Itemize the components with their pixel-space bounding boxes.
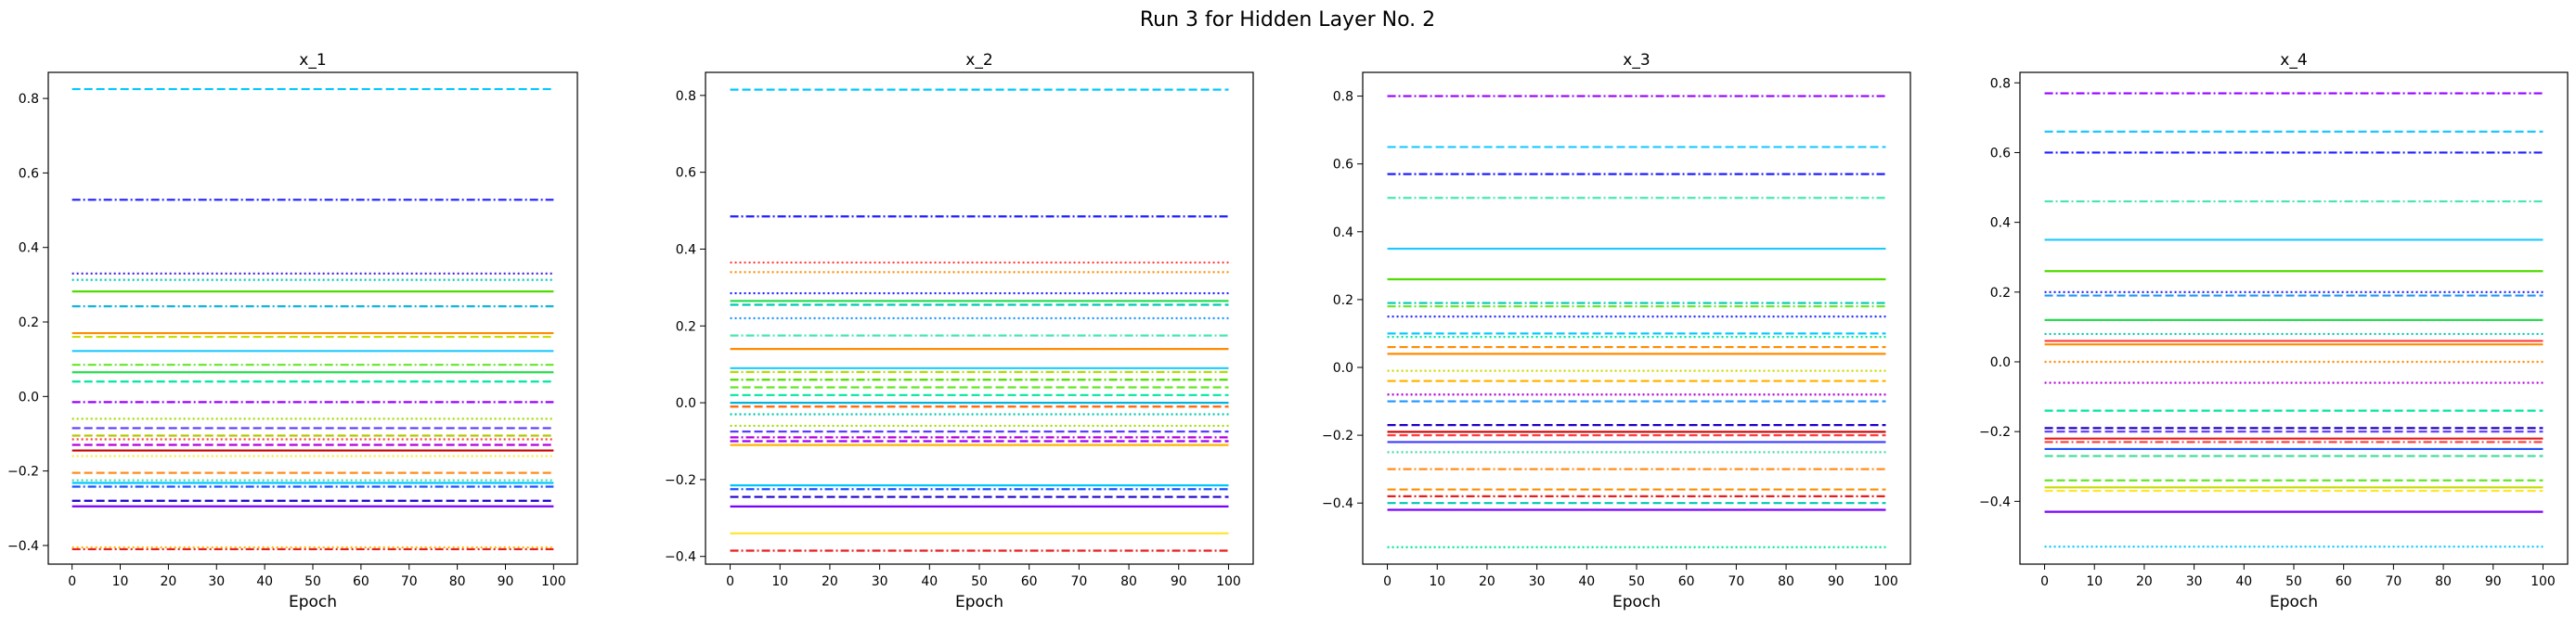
y-tick-label: −0.4 [665, 550, 696, 565]
x-tick-label: 100 [541, 574, 566, 589]
x-tick-label: 50 [304, 574, 321, 589]
x-tick-label: 10 [1429, 574, 1445, 589]
x-tick-label: 0 [726, 574, 734, 589]
x-tick-label: 40 [1578, 574, 1595, 589]
y-tick-label: 0.0 [1990, 355, 2011, 370]
x-tick-label: 0 [2040, 574, 2049, 589]
x-tick-label: 50 [1628, 574, 1645, 589]
subplot-1: 0 10 20 30 40 50 60 70 80 90 100 −0.4 −0.2 0.0 0.2 0.4 0… [7, 51, 578, 611]
y-tick-label: 0.8 [1333, 90, 1353, 105]
y-tick-label: 0.2 [19, 315, 39, 330]
subplot-title: x_1 [299, 51, 326, 70]
x-axis-label: Epoch [2270, 593, 2318, 611]
x-tick-label: 30 [208, 574, 225, 589]
x-tick-label: 10 [112, 574, 129, 589]
x-tick-label: 60 [1021, 574, 1038, 589]
x-tick-label: 80 [1120, 574, 1137, 589]
x-tick-label: 50 [971, 574, 988, 589]
x-tick-label: 100 [1216, 574, 1241, 589]
y-tick-label: −0.2 [1322, 429, 1353, 443]
y-tick-label: 0.4 [1333, 225, 1353, 240]
y-tick-label: 0.8 [19, 92, 39, 107]
x-tick-label: 40 [2235, 574, 2252, 589]
x-tick-label: 60 [353, 574, 369, 589]
subplot-title: x_3 [1623, 51, 1650, 70]
x-tick-label: 30 [2186, 574, 2203, 589]
subplot-3: 0 10 20 30 40 50 60 70 80 90 100 −0.4 −0.2 0.0 0.2 0.4 0… [1322, 51, 1911, 611]
x-tick-label: 70 [1070, 574, 1087, 589]
y-tick-label: 0.6 [1333, 158, 1353, 173]
y-tick-label: −0.4 [7, 539, 39, 554]
x-tick-label: 30 [1529, 574, 1546, 589]
y-tick-label: 0.2 [1333, 293, 1353, 308]
x-tick-label: 10 [2086, 574, 2103, 589]
x-axis-label: Epoch [1612, 593, 1661, 611]
x-tick-label: 50 [2285, 574, 2302, 589]
x-tick-label: 60 [1678, 574, 1695, 589]
y-tick-label: 0.4 [676, 242, 696, 257]
figure-title: Run 3 for Hidden Layer No. 2 [1140, 8, 1435, 32]
x-tick-label: 90 [498, 574, 514, 589]
x-tick-label: 20 [1479, 574, 1495, 589]
x-tick-label: 60 [2336, 574, 2352, 589]
x-axis-label: Epoch [955, 593, 1003, 611]
y-tick-label: 0.6 [1990, 146, 2011, 161]
subplot-2: 0 10 20 30 40 50 60 70 80 90 100 −0.4 −0.2 0.0 0.2 0.4 0… [665, 51, 1254, 611]
y-tick-label: 0.4 [19, 241, 39, 256]
x-tick-label: 90 [1828, 574, 1845, 589]
y-tick-label: 0.0 [19, 390, 39, 405]
x-tick-label: 80 [2435, 574, 2452, 589]
subplot-title: x_2 [965, 51, 992, 70]
x-tick-label: 30 [872, 574, 888, 589]
x-tick-label: 40 [256, 574, 273, 589]
y-tick-label: 0.8 [1990, 76, 2011, 91]
x-tick-label: 70 [401, 574, 418, 589]
y-tick-label: 0.0 [676, 396, 696, 411]
y-tick-label: 0.2 [676, 319, 696, 334]
y-tick-label: 0.6 [676, 166, 696, 181]
x-tick-label: 100 [1873, 574, 1898, 589]
y-tick-label: 0.0 [1333, 361, 1353, 376]
x-tick-label: 100 [2531, 574, 2556, 589]
y-tick-label: −0.4 [1322, 496, 1353, 511]
x-tick-label: 40 [921, 574, 938, 589]
x-tick-label: 0 [68, 574, 76, 589]
x-tick-label: 90 [2485, 574, 2502, 589]
y-tick-label: −0.4 [1979, 495, 2011, 509]
x-tick-label: 20 [2136, 574, 2153, 589]
x-tick-label: 20 [822, 574, 838, 589]
x-tick-label: 90 [1171, 574, 1187, 589]
x-tick-label: 80 [1778, 574, 1794, 589]
x-tick-label: 70 [2385, 574, 2401, 589]
y-tick-label: 0.6 [19, 166, 39, 181]
x-tick-label: 20 [160, 574, 176, 589]
x-tick-label: 70 [1728, 574, 1744, 589]
x-tick-label: 0 [1383, 574, 1392, 589]
x-tick-label: 80 [449, 574, 466, 589]
y-tick-label: −0.2 [665, 473, 696, 488]
y-tick-label: −0.2 [1979, 425, 2011, 440]
subplot-title: x_4 [2280, 51, 2307, 70]
x-tick-label: 10 [771, 574, 788, 589]
x-axis-label: Epoch [289, 593, 337, 611]
y-tick-label: 0.8 [676, 89, 696, 104]
subplot-4: 0 10 20 30 40 50 60 70 80 90 100 −0.4 −0.2 0.0 0.2 0.4 0… [1979, 51, 2569, 611]
y-tick-label: 0.4 [1990, 216, 2011, 231]
y-tick-label: 0.2 [1990, 286, 2011, 301]
subplot-panels: 0 10 20 30 40 50 60 70 80 90 100−0.4−0.20.00.20.40… [7, 51, 2569, 611]
y-tick-label: −0.2 [7, 465, 39, 480]
